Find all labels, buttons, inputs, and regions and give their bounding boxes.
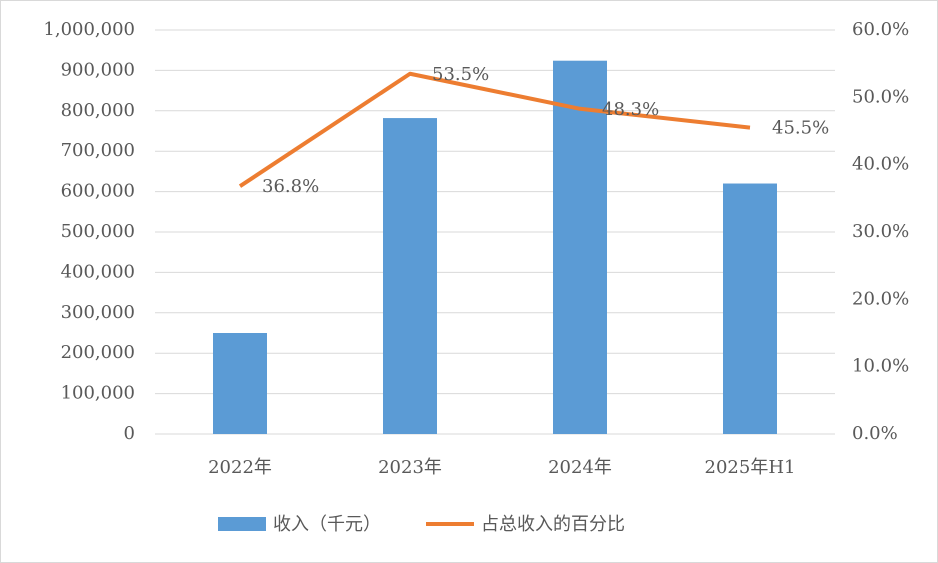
legend-label: 占总收入的百分比 [481,514,625,535]
y-tick-label: 400,000 [61,261,135,282]
x-tick-label: 2023年 [378,457,442,478]
line [238,71,751,188]
legend-label: 收入（千元） [273,514,381,535]
y-tick-label: 300,000 [61,302,135,323]
y-tick-label: 0 [124,423,135,444]
y2-tick-label: 10.0% [852,356,909,377]
bar [383,118,437,435]
y2-tick-label: 50.0% [852,86,909,107]
y-tick-label: 900,000 [61,59,135,80]
legend-swatch [218,517,266,531]
y-tick-label: 700,000 [61,140,135,161]
x-tick-label: 2024年 [548,457,612,478]
data-label: 48.3% [602,99,659,120]
y2-tick-label: 40.0% [852,154,909,175]
data-label: 53.5% [432,64,489,85]
y2-tick-label: 0.0% [852,423,898,444]
y-tick-label: 800,000 [61,100,135,121]
bar [553,60,607,434]
bar [213,333,267,434]
x-tick-label: 2022年 [208,457,272,478]
data-label: 36.8% [262,176,319,197]
y-tick-label: 500,000 [61,221,135,242]
y-tick-label: 100,000 [61,383,135,404]
y2-tick-label: 20.0% [852,288,909,309]
bar [723,183,777,434]
y-tick-label: 600,000 [61,181,135,202]
data-label: 45.5% [772,118,829,139]
y2-tick-label: 30.0% [852,221,909,242]
x-tick-label: 2025年H1 [705,457,796,478]
y2-tick-label: 60.0% [852,19,909,40]
y-tick-label: 1,000,000 [43,19,135,40]
y-tick-label: 200,000 [61,342,135,363]
